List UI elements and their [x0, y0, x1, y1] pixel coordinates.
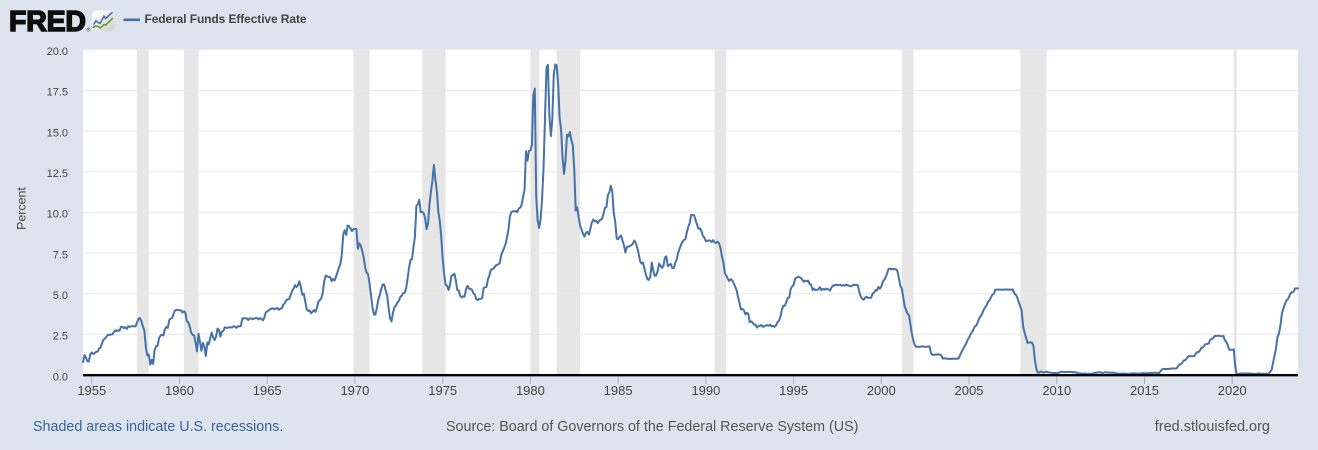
svg-text:Source: Board of Governors of: Source: Board of Governors of the Federa…: [446, 419, 858, 435]
svg-text:17.5: 17.5: [47, 87, 68, 99]
svg-text:1955: 1955: [77, 383, 106, 398]
svg-text:Shaded areas indicate U.S. rec: Shaded areas indicate U.S. recessions.: [33, 419, 283, 435]
svg-text:2010: 2010: [1042, 383, 1071, 398]
svg-text:1995: 1995: [779, 383, 808, 398]
svg-text:1980: 1980: [516, 383, 545, 398]
svg-text:fred.stlouisfed.org: fred.stlouisfed.org: [1155, 419, 1270, 435]
svg-text:1985: 1985: [604, 383, 633, 398]
svg-text:2.5: 2.5: [53, 331, 68, 343]
svg-text:1960: 1960: [165, 383, 194, 398]
svg-text:2020: 2020: [1218, 383, 1247, 398]
svg-text:FRED: FRED: [9, 6, 86, 38]
svg-text:1975: 1975: [428, 383, 457, 398]
svg-text:Federal Funds Effective Rate: Federal Funds Effective Rate: [145, 12, 307, 26]
svg-text:2005: 2005: [955, 383, 984, 398]
svg-text:1965: 1965: [253, 383, 282, 398]
svg-text:1990: 1990: [691, 383, 720, 398]
svg-text:0.0: 0.0: [53, 371, 68, 383]
svg-text:1970: 1970: [340, 383, 369, 398]
svg-text:®: ®: [87, 27, 91, 34]
svg-text:2015: 2015: [1130, 383, 1159, 398]
svg-text:5.0: 5.0: [53, 290, 68, 302]
svg-text:7.5: 7.5: [53, 249, 68, 261]
svg-text:12.5: 12.5: [47, 168, 68, 180]
svg-text:Percent: Percent: [15, 187, 29, 230]
svg-text:10.0: 10.0: [47, 209, 68, 221]
svg-text:20.0: 20.0: [47, 46, 68, 58]
svg-text:15.0: 15.0: [47, 127, 68, 139]
svg-text:2000: 2000: [867, 383, 896, 398]
